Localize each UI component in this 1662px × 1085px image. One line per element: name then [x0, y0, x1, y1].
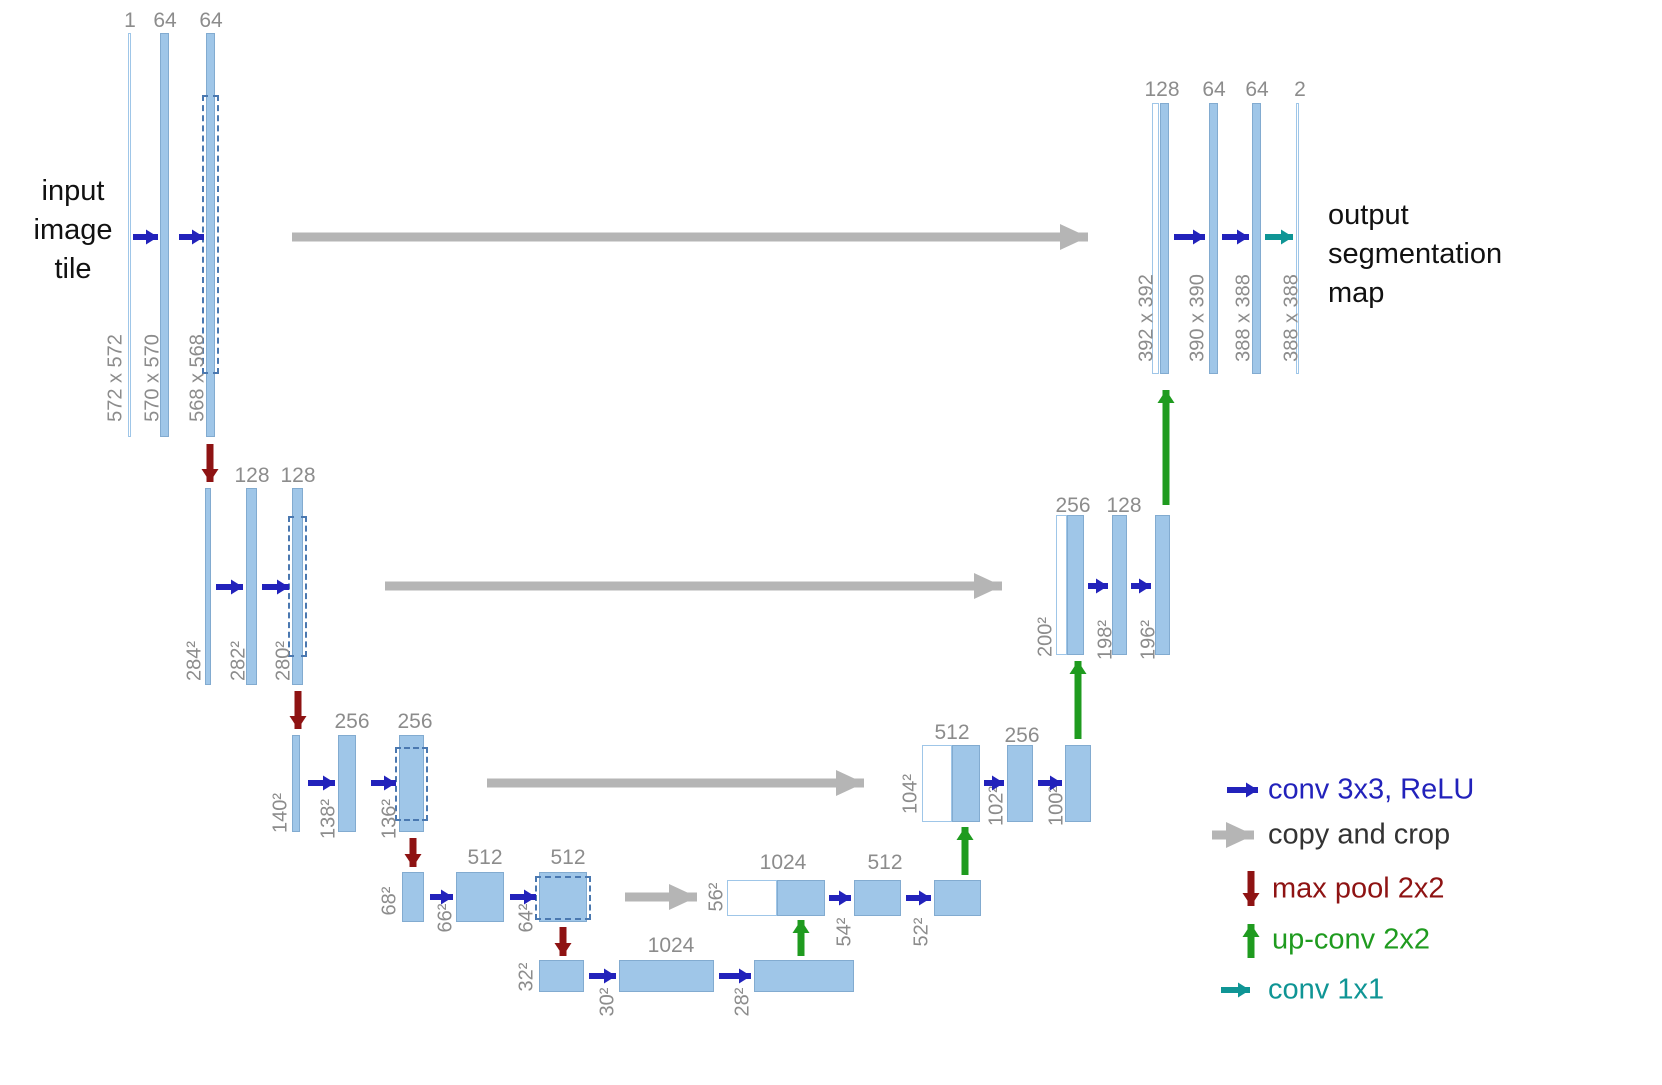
- dec4-copy-bar: [727, 880, 777, 916]
- channel-count-label: 256: [397, 710, 433, 733]
- bottleneck-conv2-bar: [754, 960, 854, 992]
- dec1-upconv-bar: [1160, 103, 1169, 374]
- crop-enc3: [395, 747, 428, 821]
- channel-count-label: 1: [124, 9, 136, 32]
- channel-count-label: 128: [1106, 494, 1142, 517]
- feature-map-size-label: 390 x 390: [1186, 274, 1209, 362]
- feature-map-size-label: 54²: [833, 917, 856, 947]
- channel-count-label: 128: [280, 464, 316, 487]
- feature-map-size-label: 32²: [515, 962, 538, 992]
- enc2-pool-bar: [205, 488, 211, 685]
- enc1-input-bar: [128, 33, 131, 437]
- bottleneck-pool-bar: [539, 960, 584, 992]
- enc1-conv2-bar: [206, 33, 215, 437]
- enc3-conv1-bar: [338, 735, 356, 832]
- feature-map-size-label: 282²: [227, 640, 250, 682]
- feature-map-size-label: 392 x 392: [1135, 274, 1158, 362]
- legend-maxpool-label: max pool 2x2: [1272, 872, 1445, 905]
- dec3-copy-bar: [922, 745, 952, 822]
- crop-enc2: [288, 516, 307, 657]
- channel-count-label: 64: [199, 9, 223, 32]
- enc3-pool-bar: [292, 735, 300, 832]
- enc4-pool-bar: [402, 872, 424, 922]
- dec2-conv1-bar: [1112, 515, 1127, 655]
- dec3-conv1-bar: [1007, 745, 1033, 822]
- feature-map-size-label: 68²: [378, 886, 401, 916]
- dec2-upconv-bar: [1067, 515, 1084, 655]
- feature-map-size-label: 66²: [434, 903, 457, 933]
- feature-map-size-label: 104²: [899, 773, 922, 815]
- input-image-tile-label: input image tile: [33, 175, 113, 285]
- feature-map-size-label: 136²: [378, 798, 401, 840]
- channel-count-label: 64: [1202, 78, 1226, 101]
- output-bar: [1296, 103, 1299, 374]
- dec1-conv1-bar: [1209, 103, 1218, 374]
- channel-count-label: 1024: [759, 851, 807, 874]
- channel-count-label: 256: [1055, 494, 1091, 517]
- dec2-copy-bar: [1056, 515, 1067, 655]
- legend-upconv-label: up-conv 2x2: [1272, 923, 1430, 956]
- dec1-copy-bar: [1152, 103, 1159, 374]
- feature-map-size-label: 56²: [705, 882, 728, 912]
- channel-count-label: 512: [867, 851, 903, 874]
- crop-enc4: [535, 876, 591, 920]
- feature-map-size-label: 388 x 388: [1232, 274, 1255, 362]
- feature-map-size-label: 570 x 570: [141, 334, 164, 422]
- channel-count-label: 512: [934, 721, 970, 744]
- dec4-conv1-bar: [854, 880, 901, 916]
- feature-map-size-label: 200²: [1034, 616, 1057, 658]
- channel-count-label: 256: [334, 710, 370, 733]
- feature-map-size-label: 52²: [910, 917, 933, 947]
- dec1-conv2-bar: [1252, 103, 1261, 374]
- enc2-conv2-bar: [292, 488, 303, 685]
- legend-conv1x1-label: conv 1x1: [1268, 973, 1385, 1006]
- crop-enc1: [202, 95, 219, 374]
- channel-count-label: 64: [1245, 78, 1269, 101]
- channel-count-label: 512: [550, 846, 586, 869]
- bottleneck-conv1-bar: [619, 960, 714, 992]
- feature-map-size-label: 284²: [183, 640, 206, 682]
- feature-map-size-label: 388 x 388: [1280, 274, 1303, 362]
- feature-map-size-label: 280²: [272, 640, 295, 682]
- feature-map-size-label: 198²: [1094, 619, 1117, 661]
- enc1-conv1-bar: [160, 33, 169, 437]
- legend-copy-crop-label: copy and crop: [1268, 818, 1451, 851]
- feature-map-size-label: 30²: [596, 987, 619, 1017]
- channel-count-label: 64: [153, 9, 177, 32]
- enc4-conv1-bar: [456, 872, 504, 922]
- feature-map-size-label: 572 x 572: [104, 334, 127, 422]
- channel-count-label: 256: [1004, 724, 1040, 747]
- feature-map-size-label: 28²: [731, 987, 754, 1017]
- feature-map-size-label: 568 x 568: [186, 334, 209, 422]
- output-segmentation-map-label: output segmentation map: [1328, 199, 1503, 309]
- feature-map-size-label: 102²: [985, 785, 1008, 827]
- dec2-conv2-bar: [1155, 515, 1170, 655]
- feature-map-size-label: 100²: [1045, 785, 1068, 827]
- enc2-conv1-bar: [246, 488, 257, 685]
- dec4-conv2-bar: [934, 880, 981, 916]
- feature-map-size-label: 196²: [1137, 619, 1160, 661]
- feature-map-size-label: 138²: [317, 798, 340, 840]
- channel-count-label: 1024: [647, 934, 695, 957]
- channel-count-label: 128: [234, 464, 270, 487]
- dec3-upconv-bar: [952, 745, 980, 822]
- enc4-conv2-bar: [539, 872, 587, 922]
- feature-map-size-label: 64²: [515, 903, 538, 933]
- legend-conv3x3-label: conv 3x3, ReLU: [1268, 773, 1475, 806]
- feature-map-size-label: 140²: [269, 792, 292, 834]
- channel-count-label: 128: [1144, 78, 1180, 101]
- channel-count-label: 2: [1294, 78, 1306, 101]
- channel-count-label: 512: [467, 846, 503, 869]
- enc3-conv2-bar: [399, 735, 424, 832]
- dec4-upconv-bar: [777, 880, 825, 916]
- dec3-conv2-bar: [1065, 745, 1091, 822]
